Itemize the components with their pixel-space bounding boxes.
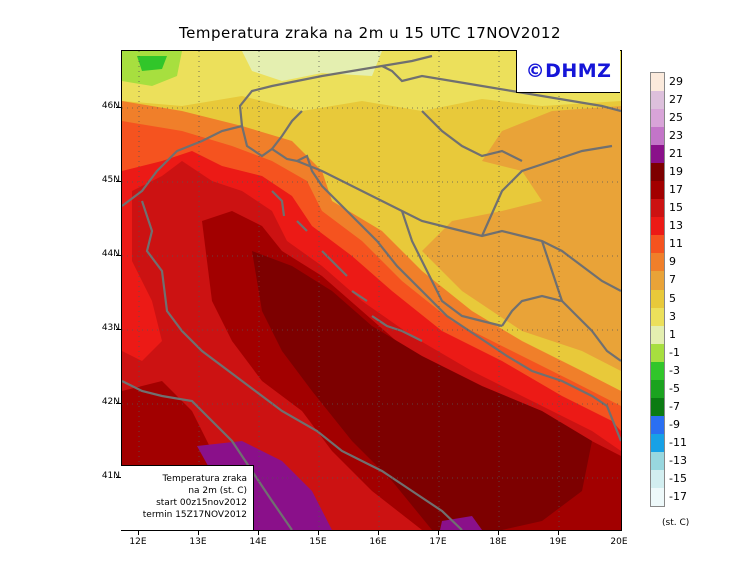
coastline-lines [122, 54, 621, 530]
x-tick-label: 13E [189, 537, 207, 547]
color-scale-legend [650, 72, 665, 507]
legend-swatch [651, 253, 664, 272]
legend-label: 15 [669, 201, 683, 215]
legend-label: 23 [669, 129, 683, 143]
field-1c [242, 51, 382, 81]
legend-label: 21 [669, 147, 683, 161]
y-tick-label: 46N [101, 101, 120, 111]
y-tick-label: 43N [101, 323, 120, 333]
legend-swatch [651, 127, 664, 146]
legend-label: 7 [669, 273, 676, 287]
legend-label: 17 [669, 183, 683, 197]
legend-label: 27 [669, 93, 683, 107]
dhmz-logo: ©DHMZ [516, 50, 620, 93]
x-tick-mark [498, 530, 499, 535]
legend-swatch [651, 397, 664, 417]
legend-unit: (st. C) [662, 518, 690, 528]
y-tick-label: 42N [101, 397, 120, 407]
temperature-field [122, 51, 621, 530]
x-tick-mark [318, 530, 319, 535]
legend-label: 1 [669, 327, 676, 341]
legend-swatch [651, 73, 664, 92]
x-tick-mark [558, 530, 559, 535]
info-line-2: na 2m (st. C) [188, 486, 247, 496]
map-title: Temperatura zraka na 2m u 15 UTC 17NOV20… [178, 24, 561, 42]
legend-label: 19 [669, 165, 683, 179]
legend-swatch [651, 307, 664, 327]
legend-swatch [651, 415, 664, 435]
legend-label: -13 [669, 453, 687, 467]
legend-label: -11 [669, 435, 687, 449]
field-minus3c [137, 56, 167, 71]
y-tick-mark [116, 255, 121, 256]
legend-swatch [651, 379, 664, 399]
x-tick-label: 12E [129, 537, 147, 547]
legend-swatch [651, 451, 664, 471]
field-19c [252, 251, 592, 530]
y-tick-label: 45N [101, 175, 120, 185]
x-tick-label: 14E [249, 537, 267, 547]
x-tick-mark [138, 530, 139, 535]
x-tick-mark [198, 530, 199, 535]
info-line-1: Temperatura zraka [162, 474, 247, 484]
legend-label: -5 [669, 381, 680, 395]
y-tick-mark [116, 477, 121, 478]
logo-text: ©DHMZ [525, 60, 612, 82]
legend-label: -7 [669, 399, 680, 413]
x-tick-label: 15E [309, 537, 327, 547]
info-box: Temperatura zraka na 2m (st. C) start 00… [121, 465, 254, 530]
y-tick-label: 44N [101, 249, 120, 259]
x-tick-label: 16E [369, 537, 387, 547]
graticule [122, 51, 621, 530]
legend-swatch [651, 289, 664, 309]
legend-swatch [651, 91, 664, 110]
legend-swatch [651, 469, 664, 489]
legend-swatch [651, 433, 664, 453]
legend-swatch [651, 487, 664, 507]
legend-label: -9 [669, 417, 680, 431]
legend-swatch [651, 235, 664, 254]
legend-label: 5 [669, 291, 676, 305]
y-tick-label: 41N [101, 471, 120, 481]
field-21c-south [440, 516, 482, 530]
info-line-3: start 00z15nov2012 [156, 498, 247, 508]
legend-swatch [651, 145, 664, 164]
legend-label: -17 [669, 489, 687, 503]
x-tick-mark [438, 530, 439, 535]
x-tick-label: 17E [429, 537, 447, 547]
legend-swatch [651, 361, 664, 381]
y-tick-mark [116, 403, 121, 404]
legend-swatch [651, 109, 664, 128]
legend-swatch [651, 181, 664, 200]
legend-label: 29 [669, 75, 683, 89]
x-tick-label: 18E [489, 537, 507, 547]
legend-label: 9 [669, 255, 676, 269]
legend-label: 11 [669, 237, 683, 251]
x-tick-label: 19E [549, 537, 567, 547]
legend-swatch [651, 343, 664, 363]
legend-swatch [651, 217, 664, 236]
legend-swatch [651, 271, 664, 290]
y-tick-mark [116, 181, 121, 182]
x-tick-mark [378, 530, 379, 535]
legend-label: -15 [669, 471, 687, 485]
field-7c-east [422, 106, 621, 371]
legend-label: -1 [669, 345, 680, 359]
temperature-map [121, 50, 622, 531]
legend-label: 25 [669, 111, 683, 125]
info-line-4: termin 15Z17NOV2012 [142, 510, 247, 520]
legend-label: 3 [669, 309, 676, 323]
legend-swatch [651, 163, 664, 182]
legend-swatch [651, 325, 664, 345]
x-tick-mark [258, 530, 259, 535]
y-tick-mark [116, 329, 121, 330]
legend-label: -3 [669, 363, 680, 377]
x-tick-label: 20E [610, 537, 628, 547]
y-tick-mark [116, 107, 121, 108]
legend-swatch [651, 199, 664, 218]
legend-label: 13 [669, 219, 683, 233]
